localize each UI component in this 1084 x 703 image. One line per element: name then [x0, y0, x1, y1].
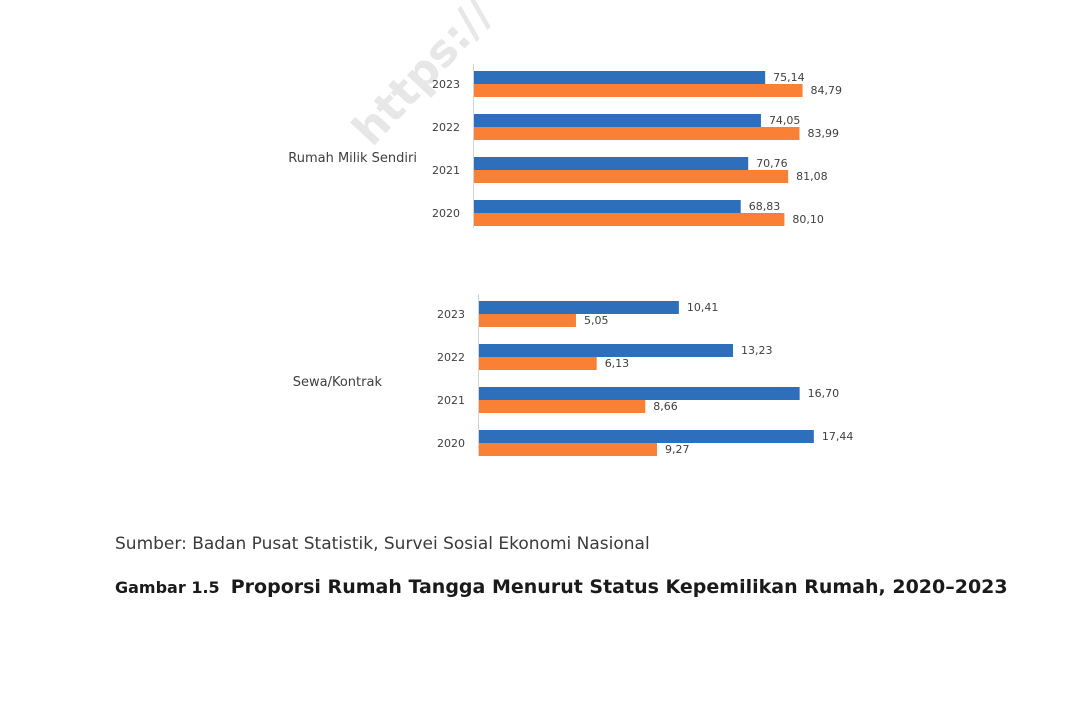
bar-chart: https:// Rumah Milik Sendiri202375,1484,…: [288, 0, 854, 456]
figure-caption: Gambar 1.5 Proporsi Rumah Tangga Menurut…: [115, 576, 1008, 598]
value-label: 68,83: [749, 200, 781, 213]
value-label: 75,14: [773, 71, 805, 84]
bar: [474, 127, 800, 140]
value-label: 8,66: [653, 400, 678, 413]
value-label: 13,23: [741, 344, 773, 357]
bar: [474, 84, 803, 97]
source-note: Sumber: Badan Pusat Statistik, Survei So…: [115, 534, 650, 554]
value-label: 70,76: [756, 157, 788, 170]
bar: [474, 157, 749, 170]
group-label: Rumah Milik Sendiri: [288, 151, 417, 166]
figure-title: Proporsi Rumah Tangga Menurut Status Kep…: [230, 576, 1008, 598]
bar: [479, 400, 646, 413]
year-label: 2022: [437, 351, 465, 364]
group-label: Sewa/Kontrak: [293, 375, 383, 390]
value-label: 5,05: [584, 314, 609, 327]
figure-number: Gambar 1.5: [115, 578, 220, 597]
bar: [474, 213, 785, 226]
bar: [479, 301, 679, 314]
bar: [479, 314, 576, 327]
value-label: 6,13: [605, 357, 630, 370]
bar: [479, 443, 657, 456]
year-label: 2020: [432, 207, 460, 220]
year-label: 2021: [432, 164, 460, 177]
value-label: 74,05: [769, 114, 801, 127]
value-label: 9,27: [665, 443, 690, 456]
value-label: 84,79: [811, 84, 843, 97]
year-label: 2023: [432, 78, 460, 91]
year-label: 2023: [437, 308, 465, 321]
value-label: 81,08: [796, 170, 828, 183]
bar: [474, 200, 741, 213]
bar: [479, 344, 734, 357]
bar: [479, 357, 597, 370]
year-label: 2021: [437, 394, 465, 407]
bar: [474, 170, 789, 183]
value-label: 83,99: [807, 127, 839, 140]
bar: [479, 430, 814, 443]
value-label: 16,70: [808, 387, 840, 400]
bar: [479, 387, 800, 400]
value-label: 10,41: [687, 301, 719, 314]
value-label: 80,10: [792, 213, 824, 226]
bar: [474, 71, 766, 84]
year-label: 2020: [437, 437, 465, 450]
value-label: 17,44: [822, 430, 854, 443]
year-label: 2022: [432, 121, 460, 134]
bar: [474, 114, 761, 127]
